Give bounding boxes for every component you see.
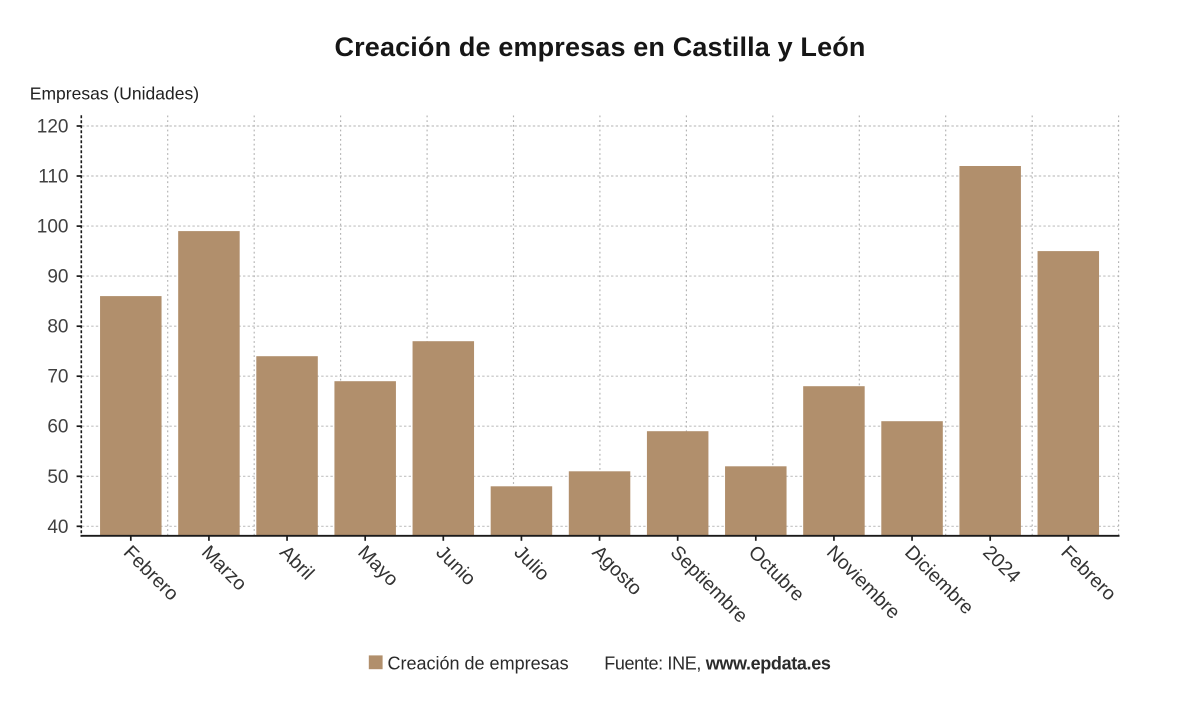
svg-text:120: 120 — [37, 117, 69, 138]
svg-text:Fuente: INE, www.epdata.es: Fuente: INE, www.epdata.es — [604, 654, 831, 674]
svg-text:80: 80 — [47, 317, 68, 338]
svg-text:Creación de empresas: Creación de empresas — [388, 654, 569, 674]
svg-text:50: 50 — [47, 467, 68, 488]
svg-text:Empresas (Unidades): Empresas (Unidades) — [30, 84, 199, 104]
svg-text:90: 90 — [47, 267, 68, 288]
svg-text:Creación de empresas en Castil: Creación de empresas en Castilla y León — [334, 32, 865, 62]
svg-text:40: 40 — [47, 517, 68, 538]
svg-text:110: 110 — [38, 167, 68, 188]
svg-text:70: 70 — [47, 367, 68, 388]
svg-text:100: 100 — [37, 217, 69, 238]
svg-text:60: 60 — [47, 417, 68, 438]
